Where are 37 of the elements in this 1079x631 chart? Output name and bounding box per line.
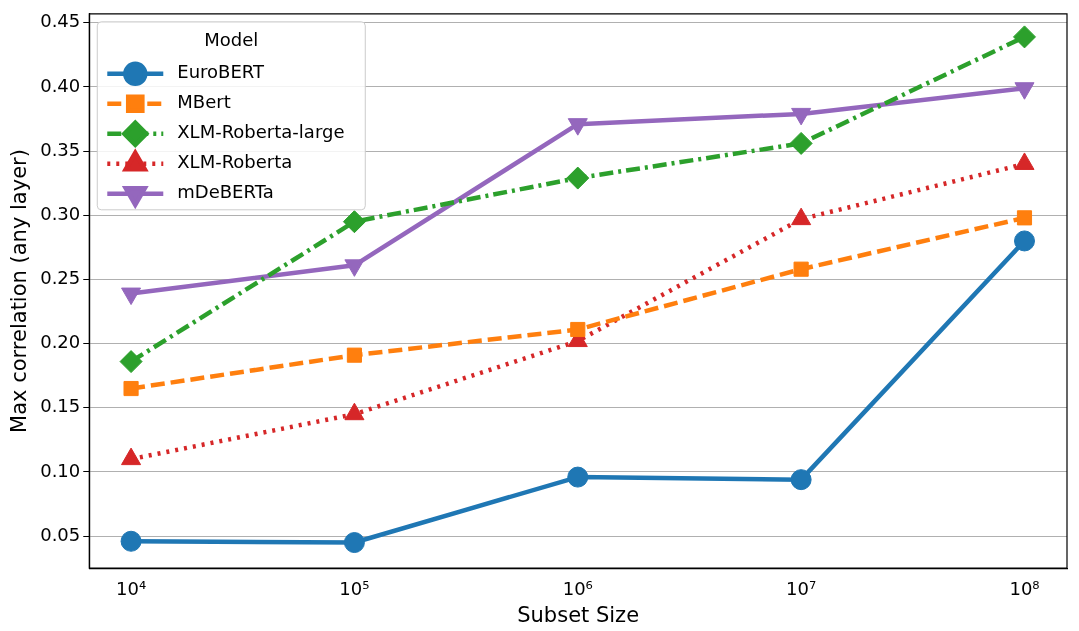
point	[123, 380, 139, 397]
y-tick-label: 0.30	[40, 202, 81, 224]
y-axis-title: Max correlation (any layer)	[7, 149, 32, 433]
legend-label: XLM-Roberta	[177, 151, 293, 173]
point	[790, 469, 812, 491]
point	[119, 350, 143, 374]
x-tick-label: 10⁷	[786, 577, 817, 599]
y-tick-label: 0.25	[40, 267, 81, 289]
point	[120, 530, 142, 552]
point	[789, 131, 813, 155]
y-tick-label: 0.45	[40, 10, 81, 32]
y-tick-label: 0.05	[40, 523, 81, 545]
legend-label: MBert	[177, 91, 231, 113]
point	[342, 210, 366, 234]
legend-label: EuroBERT	[177, 61, 265, 83]
point	[343, 532, 365, 554]
y-tick-label: 0.20	[40, 331, 81, 353]
point	[570, 321, 586, 338]
y-tick-label: 0.40	[40, 74, 81, 96]
y-tick-label: 0.15	[40, 395, 81, 417]
legend-label: XLM-Roberta-large	[177, 121, 345, 143]
point	[1013, 230, 1035, 252]
point	[346, 347, 362, 363]
point	[566, 166, 590, 190]
point	[567, 466, 589, 488]
x-tick-label: 10⁶	[562, 577, 593, 599]
point	[1012, 25, 1036, 49]
point	[793, 261, 809, 277]
x-tick-label: 10⁸	[1009, 577, 1040, 599]
legend-title: Model	[204, 29, 259, 51]
legend-label: mDeBERTa	[177, 181, 274, 203]
y-tick-label: 0.10	[40, 459, 81, 481]
point	[1016, 210, 1033, 226]
x-tick-label: 10⁵	[339, 577, 370, 599]
y-tick-label: 0.35	[40, 138, 81, 160]
x-axis-title: Subset Size	[517, 602, 640, 627]
x-tick-label: 10⁴	[116, 577, 147, 599]
